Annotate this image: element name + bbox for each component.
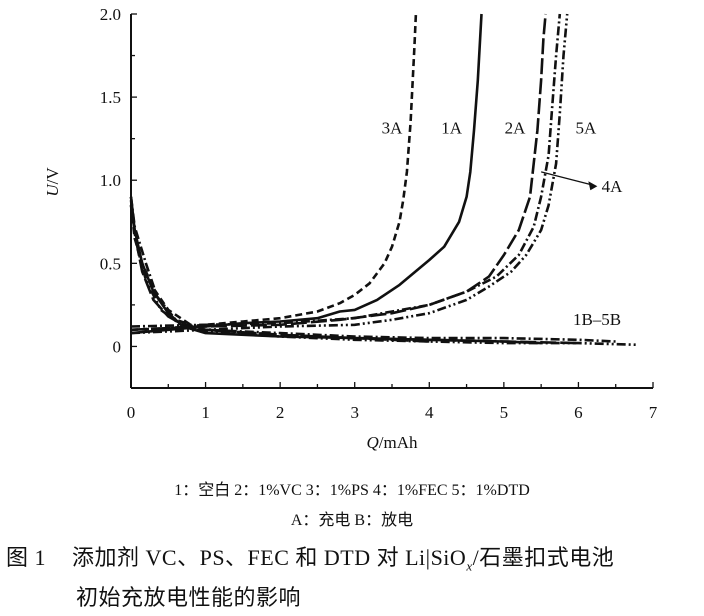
legend-line-2: A：充电 B：放电 [290, 512, 414, 529]
legend-line-1: 1：空白 2：1%VC 3：1%PS 4：1%FEC 5：1%DTD [174, 482, 530, 499]
caption-subscript: x [466, 558, 473, 574]
y-axis-label: U/V [43, 167, 62, 197]
x-axis-label: Q/mAh [366, 433, 418, 452]
x-tick-label: 3 [350, 403, 359, 422]
annotation-label: 1B–5B [573, 310, 621, 329]
arrow-head-icon [588, 181, 598, 191]
annotation-label: 3A [382, 119, 404, 138]
annotation-label: 5A [575, 119, 597, 138]
series-5A [130, 13, 569, 335]
annotation-label: 1A [441, 119, 463, 138]
annotation-label: 4A [602, 177, 624, 196]
x-tick-label: 2 [276, 403, 285, 422]
y-tick-label: 1.5 [100, 88, 121, 107]
x-tick-label: 7 [649, 403, 658, 422]
x-tick-label: 5 [500, 403, 509, 422]
y-tick-label: 0 [113, 337, 122, 356]
figure-label: 图 1 [6, 545, 47, 570]
x-tick-label: 0 [127, 403, 136, 422]
caption-text: 添加剂 VC、PS、FEC 和 DTD 对 Li|SiO [72, 545, 467, 570]
annotation-arrow [540, 171, 594, 186]
series-3A [130, 13, 418, 332]
y-tick-label: 1.0 [100, 171, 121, 190]
x-tick-label: 4 [425, 403, 434, 422]
series-4A [130, 13, 562, 328]
annotation-label: 2A [505, 119, 527, 138]
x-tick-label: 6 [574, 403, 583, 422]
series-4B [129, 196, 616, 343]
y-tick-label: 2.0 [100, 5, 121, 24]
x-tick-label: 1 [201, 403, 210, 422]
series-2A [130, 13, 547, 332]
series-5B [129, 205, 639, 347]
series-1A [130, 13, 483, 335]
y-tick-label: 0.5 [100, 254, 121, 273]
chart: 0 1 2 3 4 5 6 7 0 0.5 1.0 1.5 2.0 3A 1A 2A 5A 4A 1B–5B Q/… [43, 5, 658, 452]
caption-text-end: /石墨扣式电池 [472, 545, 615, 570]
figure-caption: 图 1 添加剂 VC、PS、FEC 和 DTD 对 Li|SiOx/石墨扣式电池 [6, 540, 614, 574]
figure-caption-line-2: 初始充放电性能的影响 [76, 585, 302, 610]
